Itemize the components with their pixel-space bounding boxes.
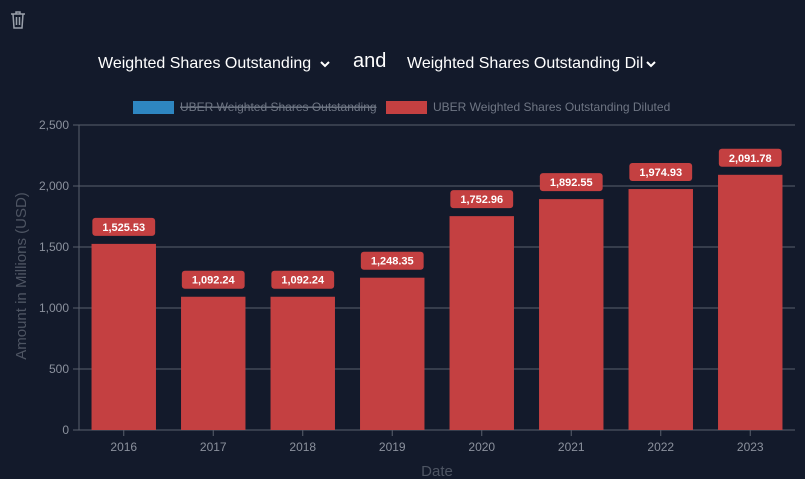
- metric-select-first-label: Weighted Shares Outstanding: [98, 55, 312, 72]
- y-axis-title: Amount in Millions (USD): [13, 192, 30, 360]
- data-label: 1,974.93: [639, 167, 682, 179]
- bar[interactable]: [449, 216, 514, 430]
- data-label-box: [271, 270, 335, 289]
- x-tick-label: 2020: [468, 440, 495, 454]
- chevron-down-icon: [646, 61, 656, 68]
- metric-select-second[interactable]: Weighted Shares Outstanding Dil: [407, 52, 657, 76]
- data-label: 2,091.78: [729, 153, 772, 165]
- metric-select-first[interactable]: Weighted Shares Outstanding: [98, 52, 331, 76]
- chevron-down-icon: [320, 61, 330, 68]
- bar[interactable]: [91, 243, 156, 430]
- x-tick-label: 2022: [647, 440, 674, 454]
- legend-swatch-diluted: [386, 101, 427, 114]
- x-tick-label: 2023: [737, 440, 764, 454]
- data-label: 1,525.53: [102, 222, 145, 234]
- bar[interactable]: [181, 296, 246, 430]
- legend-item-diluted[interactable]: UBER Weighted Shares Outstanding Diluted: [386, 100, 670, 114]
- metric-select-second-label: Weighted Shares Outstanding Dil: [407, 55, 644, 72]
- metric-selector-row: Weighted Shares Outstanding and Weighted…: [0, 48, 805, 80]
- data-label: 1,248.35: [371, 256, 414, 268]
- bars: [91, 174, 783, 430]
- data-label-box: [92, 217, 156, 236]
- x-axis-title: Date: [421, 463, 453, 479]
- y-tick-label: 1,000: [39, 301, 69, 315]
- y-tick-label: 2,000: [39, 179, 69, 193]
- x-tick-label: 2019: [379, 440, 406, 454]
- bar[interactable]: [628, 189, 693, 430]
- x-tick-label: 2021: [558, 440, 585, 454]
- legend-label-diluted: UBER Weighted Shares Outstanding Diluted: [433, 100, 670, 114]
- data-label: 1,092.24: [192, 275, 236, 287]
- data-label-box: [718, 148, 782, 167]
- data-label: 1,892.55: [550, 177, 593, 189]
- data-label-box: [181, 270, 245, 289]
- legend-swatch-shares: [133, 101, 174, 114]
- trash-icon[interactable]: [10, 10, 26, 30]
- x-ticks: 2016 2017 2018 2019 2020 2021 2022 2023: [110, 430, 764, 454]
- x-tick-label: 2017: [200, 440, 227, 454]
- x-tick-label: 2018: [289, 440, 316, 454]
- data-label: 1,092.24: [281, 275, 325, 287]
- bar[interactable]: [360, 277, 425, 430]
- bar[interactable]: [270, 296, 335, 430]
- y-tick-label: 2,500: [39, 118, 69, 132]
- y-tick-label: 0: [62, 423, 69, 437]
- y-tick-label: 500: [49, 362, 69, 376]
- legend-item-shares[interactable]: UBER Weighted Shares Outstanding: [133, 100, 377, 114]
- y-tick-label: 1,500: [39, 240, 69, 254]
- data-label-box: [539, 173, 603, 192]
- data-label-box: [629, 163, 693, 182]
- x-tick-label: 2016: [110, 440, 137, 454]
- data-label-box: [360, 251, 424, 270]
- bar[interactable]: [718, 174, 783, 430]
- legend: UBER Weighted Shares Outstanding UBER We…: [133, 100, 670, 114]
- data-labels: 1,525.53 1,092.24 1,092.24 1,248.35 1,752.96…: [92, 148, 782, 289]
- connector-label: and: [353, 50, 387, 72]
- data-label-box: [450, 190, 514, 209]
- data-label: 1,752.96: [460, 194, 503, 206]
- bar[interactable]: [539, 199, 604, 430]
